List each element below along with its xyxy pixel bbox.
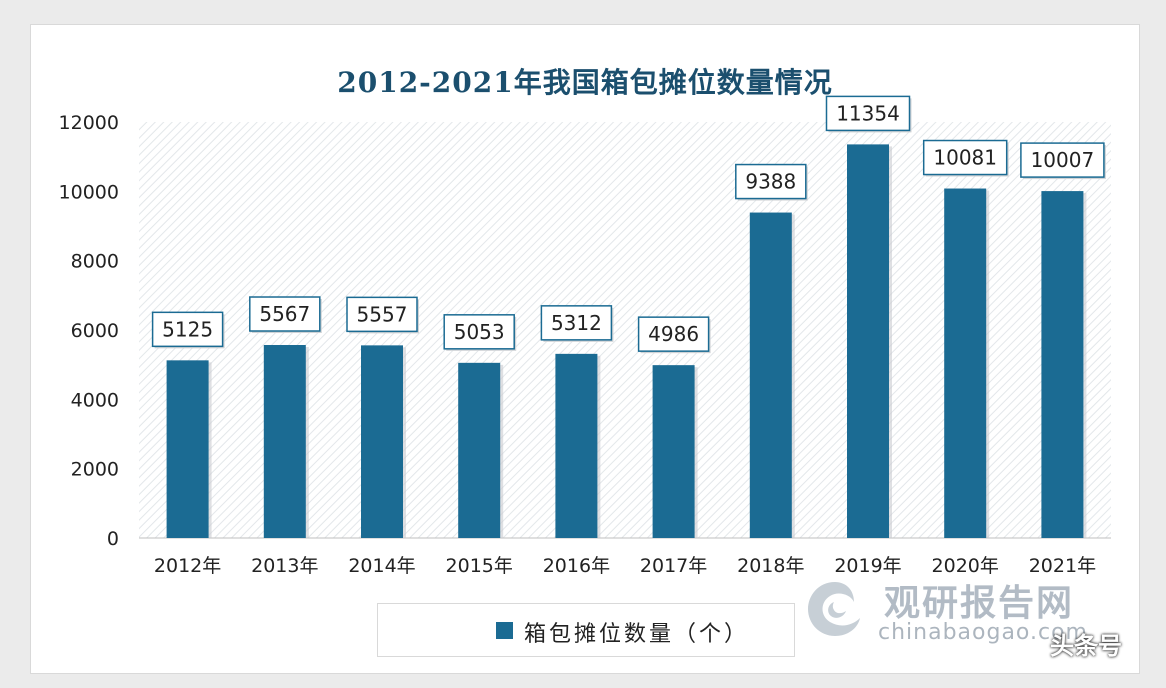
data-label: 5557 — [357, 302, 408, 326]
data-label: 5125 — [162, 317, 213, 341]
y-tick-label: 10000 — [59, 181, 119, 203]
bars-group — [166, 144, 1087, 539]
bar — [1041, 191, 1084, 538]
x-tick-label: 2019年 — [834, 555, 901, 577]
data-label-box — [249, 296, 321, 332]
bar — [944, 188, 987, 538]
data-label: 5567 — [259, 302, 310, 326]
data-label-box — [1020, 142, 1105, 178]
y-tick-label: 12000 — [59, 112, 119, 134]
x-tick-label: 2021年 — [1029, 555, 1096, 577]
data-label-box — [540, 305, 613, 341]
bar — [749, 212, 792, 539]
legend: 箱包摊位数量（个） — [377, 603, 795, 657]
bar — [361, 345, 403, 538]
data-label: 5312 — [551, 311, 602, 335]
data-label-box — [825, 95, 911, 132]
x-tick-label: 2020年 — [932, 555, 999, 577]
y-axis: 0 2000 4000 6000 8000 10000 12000 — [59, 112, 119, 550]
y-tick-label: 4000 — [71, 389, 119, 411]
data-labels-group: 5125 5567 5557 5053 5312 4986 9388 11354 10081 10… — [151, 95, 1106, 354]
x-tick-label: 2014年 — [348, 555, 415, 577]
y-tick-label: 0 — [107, 528, 119, 550]
data-label: 9388 — [745, 170, 796, 194]
bar — [458, 362, 501, 538]
data-label: 4986 — [648, 322, 699, 346]
data-label: 10081 — [933, 146, 997, 170]
y-tick-label: 2000 — [71, 459, 119, 481]
x-tick-label: 2017年 — [640, 555, 707, 577]
x-tick-label: 2012年 — [154, 555, 221, 577]
data-label: 5053 — [454, 320, 505, 344]
data-label-box — [735, 163, 807, 200]
bar — [555, 353, 598, 538]
legend-label: 箱包摊位数量（个） — [524, 622, 750, 647]
chart-card: 2012-2021年我国箱包摊位数量情况 0 2000 4000 6000 8000 10… — [30, 24, 1140, 674]
data-label: 11354 — [836, 101, 900, 125]
y-tick-label: 6000 — [71, 320, 119, 342]
bar — [263, 345, 306, 538]
x-axis: 2012年 2013年 2014年 2015年 2016年 2017年 2018年 2019年… — [139, 537, 1111, 577]
data-label: 10007 — [1031, 148, 1095, 172]
x-tick-label: 2018年 — [737, 555, 804, 577]
chart-title: 2012-2021年我国箱包摊位数量情况 — [337, 66, 833, 99]
data-label-box — [637, 316, 710, 352]
data-label-box — [151, 311, 224, 348]
x-tick-label: 2015年 — [446, 555, 513, 577]
x-tick-label: 2016年 — [543, 555, 610, 577]
bar — [166, 360, 209, 538]
data-label-box — [346, 296, 418, 333]
x-tick-label: 2013年 — [251, 555, 318, 577]
legend-swatch — [496, 622, 513, 639]
bar — [847, 144, 889, 539]
bar — [652, 365, 695, 538]
y-tick-label: 8000 — [71, 251, 119, 273]
data-label-box — [443, 314, 515, 350]
data-label-box — [922, 139, 1008, 176]
